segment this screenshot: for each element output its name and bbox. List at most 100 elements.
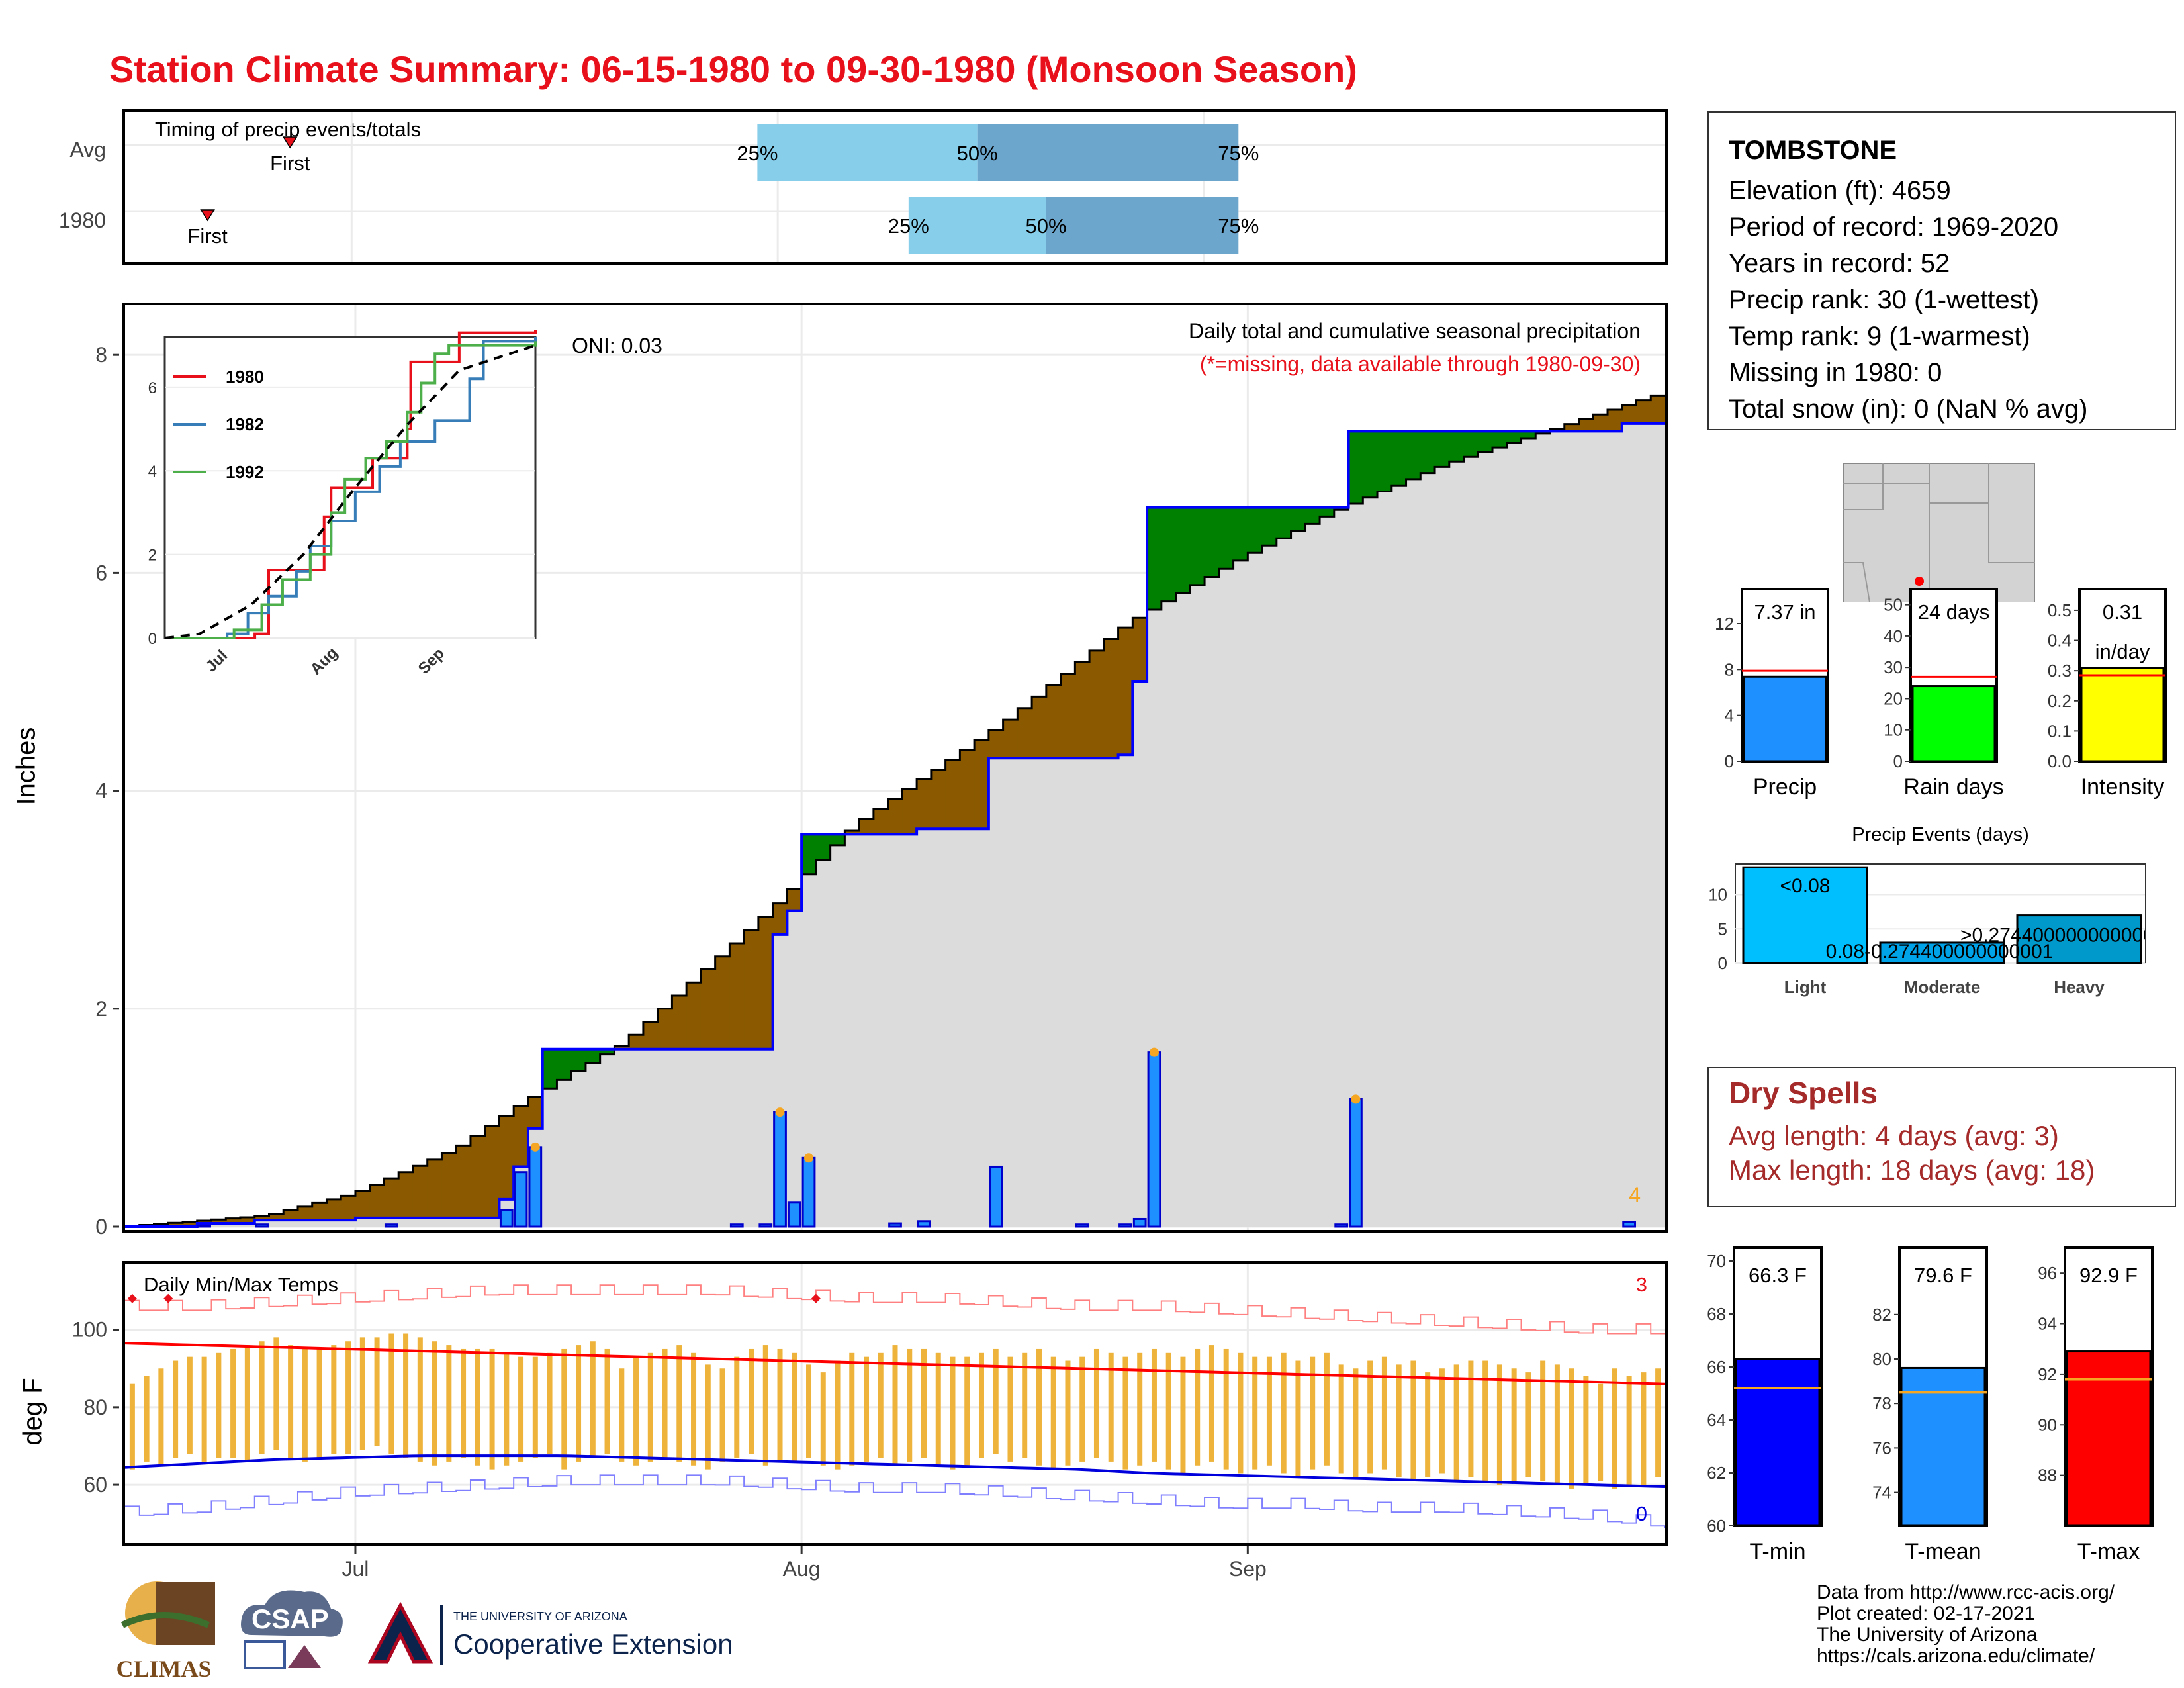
deficit-segment: [1046, 685, 1062, 759]
deficit-segment: [945, 759, 960, 829]
daily-temp-bar: [403, 1333, 409, 1458]
temp-bar-label: T-min: [1750, 1539, 1806, 1564]
temp-y-tick: 100: [72, 1318, 107, 1342]
temp-bar-tick: 64: [1707, 1410, 1726, 1430]
daily-temp-bar: [259, 1341, 265, 1454]
climas-logo: CLIMAS: [109, 1579, 218, 1685]
surplus-segment: [1435, 431, 1450, 467]
daily-temp-bar: [1525, 1372, 1531, 1477]
mini-bar-value: [1743, 675, 1827, 763]
timing-q50-label: 50%: [957, 142, 998, 165]
daily-temp-bar: [792, 1352, 797, 1462]
precip-y-tick: 4: [95, 779, 107, 803]
surplus-segment: [1218, 507, 1234, 569]
deficit-segment: [269, 1213, 284, 1221]
daily-temp-bar: [734, 1356, 740, 1458]
corner-count: 4: [1629, 1183, 1641, 1207]
daily-temp-bar: [216, 1352, 222, 1458]
month-axis: Jul Aug Sep: [342, 1546, 1267, 1581]
daily-temp-bar: [964, 1356, 970, 1466]
deficit-segment: [629, 1035, 644, 1049]
daily-temp-bar: [1468, 1360, 1474, 1477]
daily-temp-bar: [532, 1356, 538, 1458]
daily-temp-bar: [1295, 1360, 1301, 1477]
mini-bar-tick: 20: [1884, 688, 1903, 708]
mini-bar-tick: 40: [1884, 626, 1903, 646]
credit-line: Data from http://www.rcc-acis.org/: [1817, 1581, 2115, 1603]
deficit-segment: [859, 818, 874, 835]
daily-precip-bar: [1132, 1217, 1147, 1228]
deficit-segment: [1103, 639, 1119, 759]
deficit-segment: [686, 982, 702, 1049]
events-bar: [1879, 941, 2005, 964]
inset-x-tick: Sep: [415, 645, 448, 678]
daily-temp-bar: [935, 1352, 941, 1466]
events-bar-label: <0.08: [1780, 875, 1831, 897]
mini-bar-label: Precip: [1753, 774, 1817, 800]
daily-temp-bar: [1079, 1356, 1085, 1462]
record-day-marker: [127, 1293, 137, 1303]
daily-temp-bar: [1655, 1368, 1661, 1477]
inset-y-tick: 0: [148, 630, 157, 648]
precip-y-tick: 8: [95, 343, 107, 367]
daily-precip-bar: [499, 1209, 514, 1228]
daily-temp-bar: [475, 1348, 480, 1466]
events-x-tick: Heavy: [2054, 977, 2105, 997]
timing-q50-q75-bar: [1046, 197, 1239, 254]
daily-temp-bar: [619, 1368, 625, 1462]
temp-bar-label: T-mean: [1905, 1539, 1981, 1564]
month-tick-label: Jul: [342, 1557, 369, 1581]
daily-temp-bar: [1425, 1372, 1431, 1477]
deficit-segment: [1621, 404, 1637, 424]
daily-temp-bar: [1598, 1383, 1604, 1481]
heavy-event-marker: [775, 1107, 785, 1117]
daily-precip-bar: [1334, 1223, 1349, 1228]
deficit-segment: [369, 1184, 385, 1218]
mini-bar-value-label: 24 days: [1918, 600, 1990, 624]
daily-temp-bar: [1353, 1368, 1359, 1477]
surplus-segment: [1262, 507, 1277, 546]
daily-temp-bar: [1151, 1348, 1157, 1462]
daily-temp-bar: [1439, 1368, 1445, 1474]
temp-bar-value: [2066, 1350, 2152, 1527]
daily-temp-bar: [907, 1348, 913, 1462]
station-line: Total snow (in): 0 (NaN % avg): [1729, 395, 2088, 424]
ua-logo-small-text: THE UNIVERSITY OF ARIZONA: [453, 1610, 627, 1623]
daily-temp-bar: [806, 1364, 812, 1458]
daily-temp-bar: [1641, 1372, 1647, 1485]
deficit-segment: [154, 1223, 169, 1227]
temp-bar-value-label: 92.9 F: [2079, 1264, 2138, 1287]
daily-temp-bar: [1208, 1345, 1214, 1462]
daily-temp-bar: [1338, 1364, 1344, 1474]
mini-bar-tick: 0.0: [2048, 751, 2071, 771]
deficit-segment: [341, 1196, 356, 1221]
seasonal-totals-bars: 0 4 8 12 7.37 in Precip 0 10 20 30 40 50 24 days Rain…: [1715, 588, 2167, 800]
surplus-segment: [1276, 507, 1292, 539]
precip-y-tick: 2: [95, 997, 107, 1021]
deficit-segment: [1017, 708, 1032, 759]
surplus-segment: [1190, 507, 1205, 585]
deficit-segment: [1564, 424, 1580, 432]
daily-temp-bar: [1310, 1356, 1316, 1470]
deficit-segment: [499, 1115, 514, 1199]
temp-bar-tick: 94: [2038, 1314, 2057, 1334]
surplus-segment: [1161, 507, 1177, 602]
record-day-marker: [811, 1293, 821, 1303]
precip-y-axis: 0 2 4 6 8: [95, 343, 119, 1239]
chart-title: Station Climate Summary: 06-15-1980 to 0…: [109, 48, 1357, 90]
credit-line: The University of Arizona: [1817, 1624, 2038, 1646]
deficit-segment: [1089, 650, 1105, 759]
mini-bar-value: [2080, 667, 2165, 763]
deficit-segment: [355, 1190, 371, 1218]
locator-map: [1843, 463, 2035, 602]
inset-average-line: [164, 344, 536, 639]
temp-bar-tick: 78: [1872, 1393, 1891, 1413]
daily-temp-bar: [1396, 1364, 1402, 1477]
timing-q50-q75-bar: [977, 124, 1239, 181]
deficit-segment: [902, 789, 917, 835]
deficit-segment: [1578, 419, 1594, 432]
deficit-segment: [758, 917, 774, 1049]
daily-precip-bar: [384, 1223, 398, 1228]
timing-q25-label: 25%: [888, 214, 929, 238]
daily-temp-bar: [921, 1348, 927, 1458]
